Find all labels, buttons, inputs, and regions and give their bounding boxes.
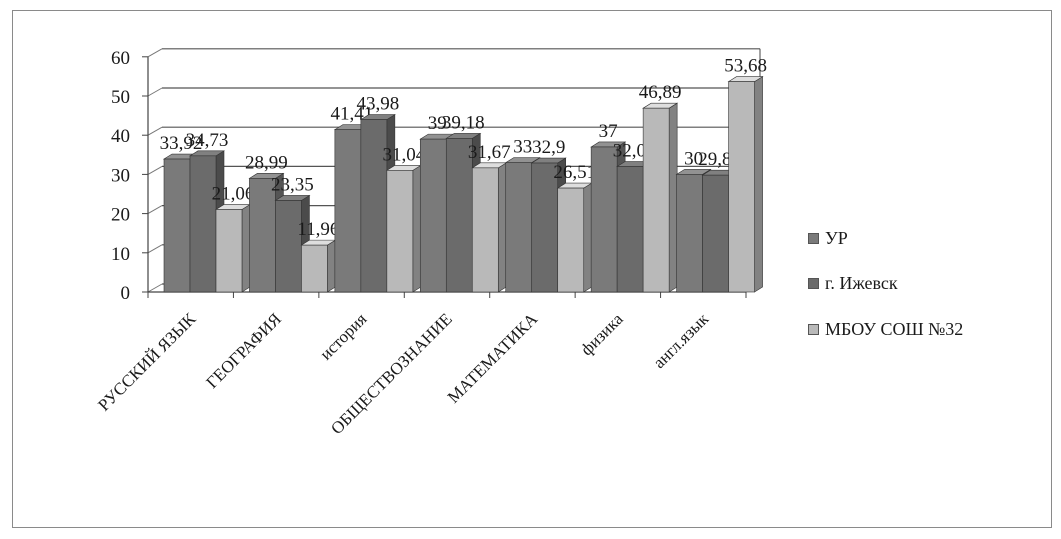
data-label: 34,73 [186,130,229,151]
bar [702,174,729,293]
gridline-diag [147,165,163,175]
bar [642,107,670,293]
data-label: 11,96 [297,219,339,240]
legend-label-izhevsk: г. Ижевск [825,273,898,293]
legend-swatch-ur [808,233,819,244]
y-tick-label: 40 [111,126,130,147]
bar-side [327,239,336,293]
legend-swatch-school [808,324,819,335]
gridline-diag [147,244,163,254]
bar [360,119,388,293]
gridline-diag [147,126,163,136]
bar [445,138,473,293]
bar [419,138,447,293]
y-tick-label: 20 [111,205,130,226]
bar [301,244,328,293]
bar [334,129,362,293]
bar [163,158,191,293]
bar [728,81,755,293]
data-label: 33 [513,137,532,158]
category-label: РУССКИЙ ЯЗЫК [94,309,200,415]
bar [215,209,243,293]
data-label: 39 [428,113,447,134]
data-label: 46,89 [639,82,682,103]
data-label: 53,68 [724,56,767,77]
y-tick-label: 0 [121,283,131,304]
bar [275,200,302,293]
y-tick-label: 10 [111,244,130,265]
legend-label-ur: УР [825,228,848,248]
data-label: 31,04 [382,144,425,165]
bar [249,178,276,293]
y-tick-label: 30 [111,165,130,186]
data-label: 23,35 [271,174,314,195]
bar-side [668,102,678,293]
category-label: МАТЕМАТИКА [444,309,542,407]
gridline-diag [147,205,163,215]
data-label: 28,99 [245,152,288,173]
category-label: ГЕОГРАФИЯ [202,309,285,392]
bar-side [241,203,251,293]
data-label: 26,51 [553,162,596,183]
bar-side [412,164,422,293]
legend-item-ur: УР [808,228,848,249]
data-label: 31,67 [468,142,511,163]
data-label: 43,98 [356,94,399,115]
data-label: 33,92 [160,133,203,154]
bar [189,155,217,293]
bar-side [497,162,507,293]
legend-item-school: МБОУ СОШ №32 [808,319,963,340]
y-tick-label: 50 [111,87,130,108]
gridline-diag [147,48,163,58]
legend-item-izhevsk: г. Ижевск [808,273,898,294]
bar-side [754,76,763,293]
gridline-diag [147,283,163,293]
bar [386,170,414,293]
data-label: 21,06 [212,183,255,204]
legend-label-school: МБОУ СОШ №32 [825,319,964,339]
category-label: англ.язык [649,309,712,372]
bar [616,166,644,293]
bar [557,187,585,293]
category-label: история [316,309,370,363]
data-label: 37 [599,121,618,142]
bar-side [583,182,593,293]
bar [676,174,703,293]
legend-swatch-izhevsk [808,278,819,289]
data-label: 30 [684,148,703,169]
bar [471,167,499,293]
gridline-diag [147,87,163,97]
data-label: 32,9 [532,137,565,158]
bar [590,146,618,293]
data-label: 39,18 [442,112,485,133]
bar [505,162,533,293]
bar [531,162,559,293]
y-tick-label: 60 [111,48,130,69]
category-label: физика [577,309,627,359]
